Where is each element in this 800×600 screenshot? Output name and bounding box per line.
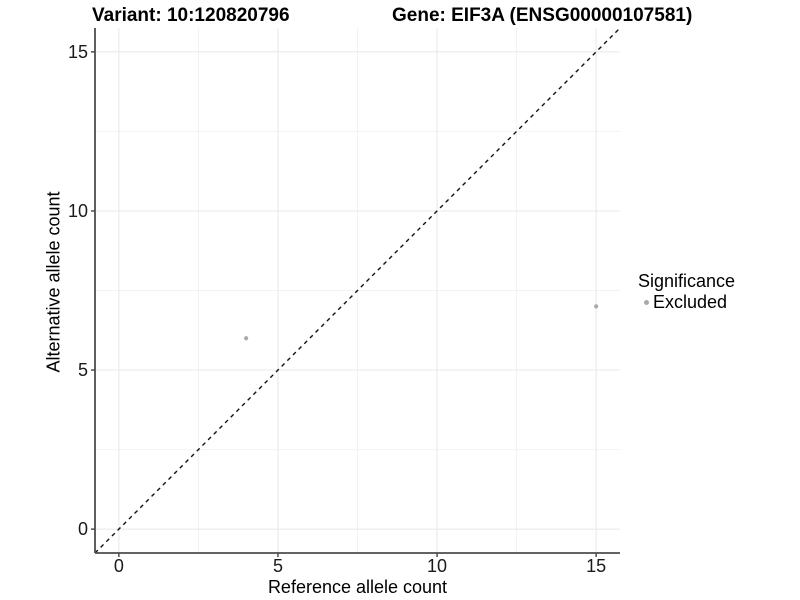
y-tick-label: 15 [68, 42, 88, 62]
x-tick-label: 15 [586, 556, 606, 576]
legend-entry-label: Excluded [653, 292, 728, 312]
y-tick-label: 10 [68, 201, 88, 221]
x-axis-title: Reference allele count [267, 577, 448, 597]
identity-reference-line [94, 27, 621, 554]
x-tick-label: 0 [114, 556, 124, 576]
data-point-excluded [594, 304, 599, 309]
x-tick-label: 10 [427, 556, 447, 576]
excluded-point-swatch [644, 299, 649, 305]
legend: Significance Excluded [638, 272, 735, 311]
y-tick-label: 5 [78, 360, 88, 380]
legend-title: Significance [638, 271, 736, 291]
gene-title: Gene: EIF3A (ENSG00000107581) [392, 5, 693, 26]
legend-entry-excluded: Excluded [638, 293, 735, 311]
data-point-excluded [244, 336, 249, 341]
y-tick-label: 0 [78, 519, 88, 539]
y-axis-title: Alternative allele count [43, 191, 64, 373]
variant-title: Variant: 10:120820796 [92, 5, 290, 26]
x-tick-label: 5 [273, 556, 283, 576]
